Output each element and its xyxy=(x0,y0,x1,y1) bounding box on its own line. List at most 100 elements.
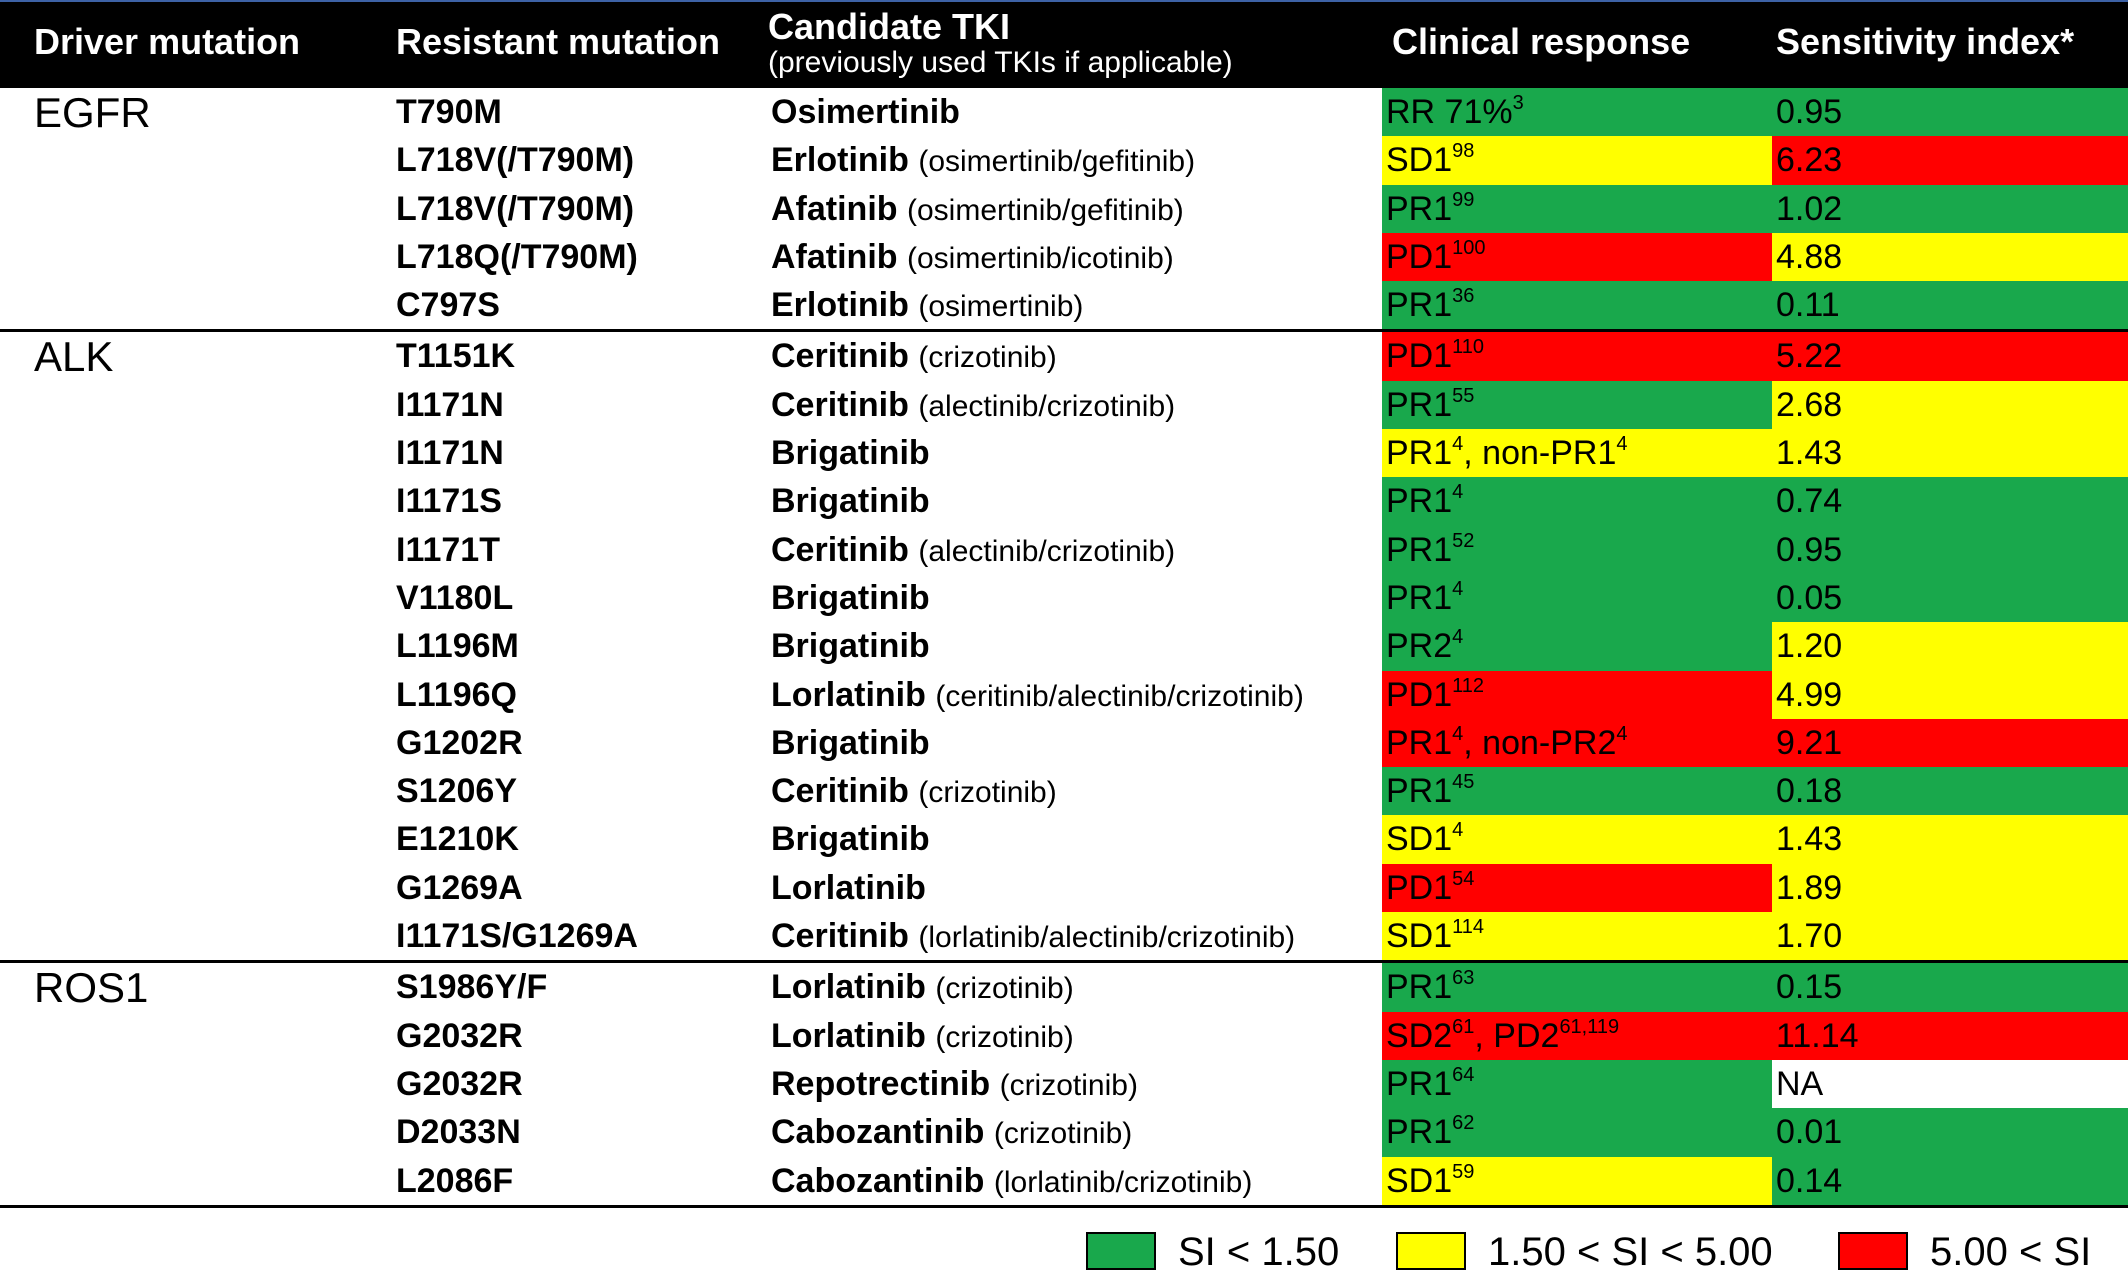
drug-name: Repotrectinib xyxy=(771,1064,991,1103)
sensitivity-index-cell: 4.99 xyxy=(1772,670,2128,719)
candidate-tki-cell: Ceritinib (alectinib/crizotinib) xyxy=(771,526,1175,574)
table-row: L718V(/T790M) Erlotinib (osimertinib/gefi… xyxy=(0,136,2128,185)
group-egfr: EGFR T790M Osimertinib RR 71%3 0.95 L718V(/T7… xyxy=(0,88,2128,330)
reference-superscript: 99 xyxy=(1452,188,1475,211)
candidate-tki-cell: Ceritinib (crizotinib) xyxy=(771,332,1057,380)
table-row: G1269A Lorlatinib PD154 1.89 xyxy=(0,863,2128,913)
group-alk: ALK T1151K Ceritinib (crizotinib) PD1110 5.2… xyxy=(0,332,2128,961)
response-text: , non-PR1 xyxy=(1463,434,1617,473)
candidate-tki-cell: Ceritinib (crizotinib) xyxy=(771,767,1057,815)
clinical-response-cell: PD1100 xyxy=(1382,232,1772,282)
reference-superscript: 63 xyxy=(1452,967,1475,990)
resistant-mutation-cell: I1171T xyxy=(396,530,500,569)
response-text: SD1 xyxy=(1386,917,1453,956)
response-text: SD1 xyxy=(1386,1161,1453,1200)
resistant-mutation-cell: L718V(/T790M) xyxy=(396,189,635,228)
drug-name: Erlotinib xyxy=(771,141,909,180)
sensitivity-index-cell: 1.02 xyxy=(1772,184,2128,233)
reference-superscript: 61,119 xyxy=(1559,1015,1620,1038)
sensitivity-index-cell: 2.68 xyxy=(1772,380,2128,430)
table-row: L1196M Brigatinib PR24 1.20 xyxy=(0,622,2128,671)
previous-tki: (crizotinib) xyxy=(918,776,1057,810)
drug-name: Ceritinib xyxy=(771,337,909,376)
previous-tki: (crizotinib) xyxy=(993,1117,1133,1151)
header-candidate-tki: Candidate TKI (previously used TKIs if a… xyxy=(768,7,1233,79)
candidate-tki-cell: Osimertinib xyxy=(771,88,960,136)
candidate-tki-cell: Lorlatinib (ceritinib/alectinib/crizotin… xyxy=(771,671,1304,719)
response-text: PR1 xyxy=(1386,434,1453,473)
candidate-tki-cell: Brigatinib xyxy=(771,622,930,670)
response-text: PD1 xyxy=(1386,337,1453,376)
resistant-mutation-cell: D2033N xyxy=(396,1113,521,1152)
drug-name: Afatinib xyxy=(771,237,898,276)
response-text: RR 71% xyxy=(1386,93,1513,131)
candidate-tki-cell: Ceritinib (alectinib/crizotinib) xyxy=(771,381,1175,429)
sensitivity-index-cell: 6.23 xyxy=(1772,136,2128,185)
group-ros1: ROS1 S1986Y/F Lorlatinib (crizotinib) PR163… xyxy=(0,963,2128,1205)
table-row: S1206Y Ceritinib (crizotinib) PR145 0.18 xyxy=(0,767,2128,816)
clinical-response-cell: PR163 xyxy=(1382,963,1772,1012)
legend-label: 5.00 < SI xyxy=(1930,1230,2092,1274)
response-text: PR1 xyxy=(1386,1064,1453,1103)
clinical-response-cell: PR24 xyxy=(1382,622,1772,671)
candidate-tki-cell: Ceritinib (lorlatinib/alectinib/crizotin… xyxy=(771,912,1295,960)
candidate-tki-cell: Erlotinib (osimertinib/gefitinib) xyxy=(771,136,1195,184)
clinical-response-cell: PR136 xyxy=(1382,281,1772,330)
legend-swatch-green xyxy=(1086,1232,1156,1270)
response-text: PR2 xyxy=(1386,627,1453,666)
resistant-mutation-cell: S1206Y xyxy=(396,772,517,811)
sensitivity-index-cell: 0.01 xyxy=(1772,1108,2128,1157)
clinical-response-cell: SD261, PD261,119 xyxy=(1382,1011,1772,1060)
table-row: G2032R Lorlatinib (crizotinib) SD261, PD26… xyxy=(0,1011,2128,1060)
header-candidate-tki-title: Candidate TKI xyxy=(768,6,1011,47)
resistant-mutation-cell: G2032R xyxy=(396,1016,523,1055)
reference-superscript: 4 xyxy=(1452,481,1464,504)
reference-superscript: 61 xyxy=(1452,1015,1475,1038)
previous-tki: (osimertinib) xyxy=(918,290,1084,324)
candidate-tki-cell: Afatinib (osimertinib/icotinib) xyxy=(771,233,1174,281)
table-row: G2032R Repotrectinib (crizotinib) PR164 NA xyxy=(0,1059,2128,1109)
previous-tki: (osimertinib/gefitinib) xyxy=(918,145,1196,179)
previous-tki: (lorlatinib/alectinib/crizotinib) xyxy=(918,921,1296,955)
drug-name: Osimertinib xyxy=(771,93,960,131)
sensitivity-index-cell: 0.95 xyxy=(1772,88,2128,137)
table-row: G1202R Brigatinib PR14, non-PR24 9.21 xyxy=(0,718,2128,768)
reference-superscript: 98 xyxy=(1452,140,1475,163)
resistant-mutation-cell: T790M xyxy=(396,93,502,131)
candidate-tki-cell: Lorlatinib (crizotinib) xyxy=(771,1012,1074,1060)
reference-superscript: 54 xyxy=(1452,867,1475,890)
candidate-tki-cell: Brigatinib xyxy=(771,815,930,863)
drug-name: Ceritinib xyxy=(771,917,909,956)
header-driver-mutation: Driver mutation xyxy=(34,21,301,62)
resistant-mutation-cell: L718Q(/T790M) xyxy=(396,237,638,276)
sensitivity-index-cell: NA xyxy=(1772,1059,2128,1109)
previous-tki: (alectinib/crizotinib) xyxy=(918,389,1176,423)
driver-mutation-label: EGFR xyxy=(34,89,151,136)
candidate-tki-cell: Brigatinib xyxy=(771,719,930,767)
drug-name: Afatinib xyxy=(771,189,898,228)
reference-superscript: 62 xyxy=(1452,1112,1475,1135)
resistant-mutation-cell: I1171S/G1269A xyxy=(396,917,638,956)
drug-name: Brigatinib xyxy=(771,820,930,859)
reference-superscript: 110 xyxy=(1452,336,1485,359)
candidate-tki-cell: Repotrectinib (crizotinib) xyxy=(771,1060,1138,1108)
sensitivity-index-cell: 9.21 xyxy=(1772,718,2128,768)
previous-tki: (crizotinib) xyxy=(918,341,1057,375)
candidate-tki-cell: Brigatinib xyxy=(771,477,930,525)
clinical-response-cell: PD154 xyxy=(1382,863,1772,913)
resistant-mutation-cell: L1196Q xyxy=(396,675,517,714)
clinical-response-cell: PR14 xyxy=(1382,573,1772,623)
clinical-response-cell: PR199 xyxy=(1382,184,1772,233)
previous-tki: (ceritinib/alectinib/crizotinib) xyxy=(935,679,1304,713)
response-text: , non-PR2 xyxy=(1463,723,1617,762)
header-sensitivity-index: Sensitivity index* xyxy=(1776,21,2075,62)
response-text: PR1 xyxy=(1386,578,1453,617)
table-row: C797S Erlotinib (osimertinib) PR136 0.11 xyxy=(0,281,2128,330)
drug-name: Brigatinib xyxy=(771,627,930,666)
clinical-response-cell: PR14 xyxy=(1382,477,1772,526)
resistant-mutation-cell: S1986Y/F xyxy=(396,968,548,1007)
table-row: ROS1 S1986Y/F Lorlatinib (crizotinib) PR163… xyxy=(0,963,2128,1012)
reference-superscript: 36 xyxy=(1452,285,1475,308)
table-row: I1171S Brigatinib PR14 0.74 xyxy=(0,477,2128,526)
drug-name: Erlotinib xyxy=(771,286,909,325)
